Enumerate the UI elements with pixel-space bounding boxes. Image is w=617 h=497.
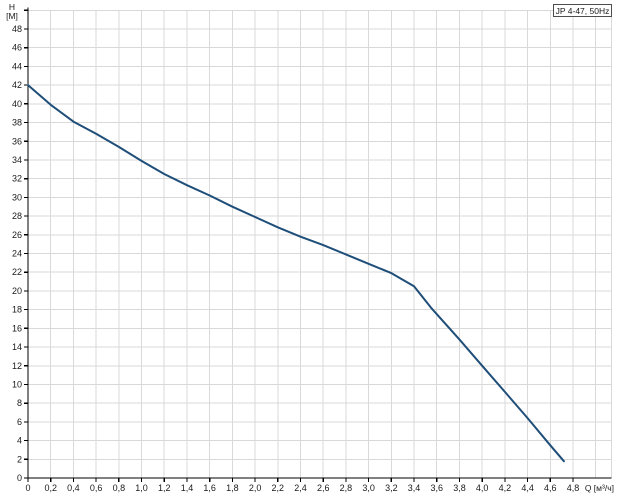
y-tick-label: 40 bbox=[12, 99, 22, 109]
x-tick-label: 1,6 bbox=[203, 483, 216, 493]
y-tick-label: 24 bbox=[12, 249, 22, 259]
x-tick-label: 2,2 bbox=[272, 483, 285, 493]
x-tick-label: 2,6 bbox=[317, 483, 330, 493]
y-tick-label: 2 bbox=[17, 454, 22, 464]
x-tick-label: 0,8 bbox=[113, 483, 126, 493]
legend-box: JP 4-47, 50Hz bbox=[553, 4, 612, 17]
x-axis-label: Q [м³/ч] bbox=[584, 483, 614, 493]
x-tick-label: 3,6 bbox=[430, 483, 443, 493]
y-tick-label: 0 bbox=[17, 473, 22, 483]
x-tick-label: 1,2 bbox=[158, 483, 171, 493]
x-tick-label: 3,2 bbox=[385, 483, 398, 493]
x-tick-label: 4,0 bbox=[476, 483, 489, 493]
y-tick-label: 28 bbox=[12, 211, 22, 221]
x-tick-label: 0,4 bbox=[67, 483, 80, 493]
pump-curve bbox=[27, 84, 565, 463]
x-tick-label: 2,4 bbox=[294, 483, 307, 493]
x-tick-label: 0,2 bbox=[44, 483, 57, 493]
y-tick-label: 46 bbox=[12, 43, 22, 53]
y-tick-label: 4 bbox=[17, 436, 22, 446]
y-tick-label: 30 bbox=[12, 192, 22, 202]
x-tick-label: 1,8 bbox=[226, 483, 239, 493]
y-tick-label: 10 bbox=[12, 379, 22, 389]
x-tick-label: 2,8 bbox=[340, 483, 353, 493]
y-tick-label: 16 bbox=[12, 323, 22, 333]
x-tick-label: 3,4 bbox=[408, 483, 421, 493]
y-tick-label: 8 bbox=[17, 398, 22, 408]
y-tick-label: 48 bbox=[12, 24, 22, 34]
y-axis-label-unit: [M] bbox=[6, 11, 18, 21]
x-tick-label: 3,0 bbox=[362, 483, 375, 493]
y-tick-label: 6 bbox=[17, 417, 22, 427]
y-tick-label: 44 bbox=[12, 61, 22, 71]
x-tick-label: 4,4 bbox=[521, 483, 534, 493]
y-tick-label: 20 bbox=[12, 286, 22, 296]
x-tick-label: 4,8 bbox=[567, 483, 580, 493]
x-tick-label: 3,8 bbox=[453, 483, 466, 493]
y-tick-label: 12 bbox=[12, 361, 22, 371]
y-tick-label: 42 bbox=[12, 80, 22, 90]
y-axis-label: H [M] bbox=[2, 3, 22, 21]
y-axis-label-quantity: H bbox=[8, 2, 16, 12]
y-tick-label: 22 bbox=[12, 267, 22, 277]
x-tick-label: 1,0 bbox=[135, 483, 148, 493]
y-tick-label: 18 bbox=[12, 305, 22, 315]
x-tick-label: 2,0 bbox=[249, 483, 262, 493]
y-tick-label: 36 bbox=[12, 136, 22, 146]
x-tick-label: 1,4 bbox=[181, 483, 194, 493]
y-tick-label: 26 bbox=[12, 230, 22, 240]
x-tick-label: 0,6 bbox=[90, 483, 103, 493]
legend-label: JP 4-47, 50Hz bbox=[555, 6, 610, 16]
y-tick-label: 32 bbox=[12, 174, 22, 184]
x-tick-label: 4,6 bbox=[544, 483, 557, 493]
y-tick-label: 38 bbox=[12, 118, 22, 128]
y-tick-label: 14 bbox=[12, 342, 22, 352]
x-tick-label: 4,2 bbox=[499, 483, 512, 493]
x-tick-label: 0 bbox=[25, 483, 30, 493]
y-tick-label: 34 bbox=[12, 155, 22, 165]
